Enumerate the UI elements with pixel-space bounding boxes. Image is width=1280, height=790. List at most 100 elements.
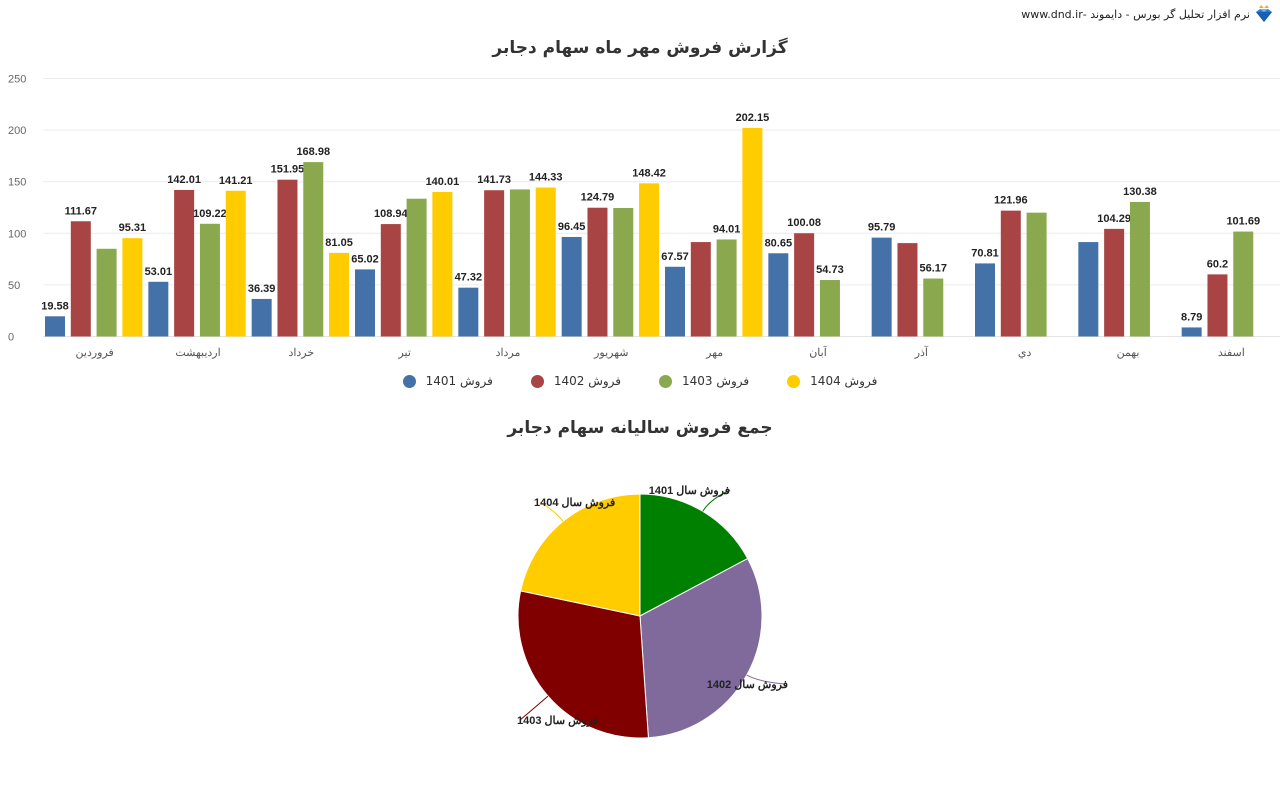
x-tick-label: فروردین <box>76 347 114 359</box>
bar-value-label: 104.29 <box>1097 213 1131 225</box>
bar[interactable] <box>303 162 324 337</box>
x-tick-label: اسفند <box>1218 347 1245 359</box>
bar[interactable] <box>665 266 685 337</box>
bar-value-label: 141.21 <box>219 175 253 187</box>
legend-item[interactable]: فروش 1404 <box>787 374 877 388</box>
bar-value-label: 108.94 <box>374 208 409 220</box>
bar[interactable] <box>329 252 350 337</box>
y-tick-label: 150 <box>8 177 26 189</box>
pie-chart-title: جمع فروش سالیانه سهام دجابر <box>507 418 773 438</box>
bar[interactable] <box>535 187 556 337</box>
bar[interactable] <box>639 183 660 337</box>
x-tick-label: شهریور <box>593 347 628 359</box>
bar[interactable] <box>380 224 401 337</box>
bar-value-label: 19.58 <box>41 300 69 312</box>
bar[interactable] <box>1181 327 1202 337</box>
bar-value-label: 144.33 <box>529 172 563 184</box>
bar-value-label: 81.05 <box>325 237 353 249</box>
pie-slice[interactable] <box>520 493 641 617</box>
bar-chart-legend: فروش 1401 فروش 1402 فروش 1403 فروش 1404 <box>0 374 1280 388</box>
bar[interactable] <box>148 281 169 337</box>
bar[interactable] <box>225 190 246 337</box>
bar[interactable] <box>458 287 479 337</box>
bar[interactable] <box>1026 212 1047 337</box>
bar[interactable] <box>897 243 918 337</box>
bar-value-label: 100.08 <box>787 217 821 229</box>
bar[interactable] <box>923 278 944 337</box>
bar-value-label: 148.42 <box>632 167 666 179</box>
bar-chart-title: گزارش فروش مهر ماه سهام دجابر <box>492 38 788 58</box>
pie-chart: فروش سال 1401 فروش سال 1402 فروش سال 1403 ف… <box>517 485 788 739</box>
bar[interactable] <box>251 298 272 337</box>
bar[interactable] <box>1129 201 1150 337</box>
bar[interactable] <box>794 233 815 337</box>
y-tick-label: 250 <box>8 74 26 86</box>
bar[interactable] <box>716 239 737 337</box>
y-tick-label: 100 <box>8 228 26 240</box>
bar[interactable] <box>432 192 453 337</box>
bar-value-label: 60.2 <box>1207 258 1228 270</box>
bar-value-label: 67.57 <box>661 251 689 263</box>
pie-slice-label: فروش سال 1403 <box>517 715 598 727</box>
bar[interactable] <box>1233 231 1254 337</box>
legend-item[interactable]: فروش 1401 <box>402 374 493 388</box>
bar-value-label: 65.02 <box>351 253 379 265</box>
bar-value-label: 101.69 <box>1226 216 1260 228</box>
pie-slice[interactable] <box>517 590 649 739</box>
bar[interactable] <box>1207 274 1228 337</box>
bar[interactable] <box>45 316 65 337</box>
bar[interactable] <box>871 237 892 337</box>
legend-item[interactable]: فروش 1402 <box>530 374 621 388</box>
bar-value-label: 47.32 <box>455 272 483 284</box>
bar[interactable] <box>1000 210 1021 337</box>
bar-value-label: 36.39 <box>248 283 276 295</box>
pie-slice[interactable] <box>639 493 749 617</box>
bar[interactable] <box>277 179 298 337</box>
pie-leader-line <box>539 501 564 522</box>
x-tick-label: مهر <box>705 347 723 359</box>
bar-value-label: 8.79 <box>1181 311 1202 323</box>
pie-slice[interactable] <box>639 557 763 739</box>
bar[interactable] <box>975 263 995 337</box>
bar-value-label: 111.67 <box>65 205 97 217</box>
bar-value-label: 70.81 <box>971 247 999 259</box>
bar[interactable] <box>561 236 582 337</box>
bar[interactable] <box>70 221 91 337</box>
legend-label: فروش 1401 <box>425 374 493 388</box>
bar-value-label: 140.01 <box>426 176 460 188</box>
bar[interactable] <box>742 127 763 337</box>
bar-value-label: 94.01 <box>713 223 741 235</box>
bar[interactable] <box>484 190 505 337</box>
bar[interactable] <box>509 189 530 337</box>
x-tick-label: آبان <box>809 346 827 359</box>
pie-leader-line <box>519 695 549 721</box>
bar[interactable] <box>406 198 427 337</box>
bar[interactable] <box>1104 228 1125 337</box>
bar-value-label: 142.01 <box>167 174 201 186</box>
legend-dot-icon <box>402 374 416 388</box>
bar[interactable] <box>355 269 375 337</box>
bar[interactable] <box>96 248 117 337</box>
bar[interactable] <box>174 189 195 337</box>
bar-value-label: 109.22 <box>193 208 227 220</box>
legend-label: فروش 1404 <box>810 374 878 388</box>
bar[interactable] <box>1078 242 1099 337</box>
pie-slice-label: فروش سال 1402 <box>707 679 788 691</box>
x-tick-label: آذر <box>914 346 929 359</box>
bar[interactable] <box>613 208 634 337</box>
bar-value-label: 95.31 <box>119 222 147 234</box>
bar[interactable] <box>122 238 143 337</box>
bar-value-label: 121.96 <box>994 195 1028 207</box>
bar[interactable] <box>690 242 711 337</box>
bar[interactable] <box>819 280 840 337</box>
bar[interactable] <box>587 207 608 337</box>
x-tick-label: دي <box>1018 347 1032 359</box>
x-tick-label: بهمن <box>1117 347 1140 359</box>
bar-value-label: 54.73 <box>816 264 844 276</box>
bar-chart: 0 50 100 150 200 250 19.58 111.67 95.31 فروردین 53… <box>8 74 1280 359</box>
x-tick-label: مرداد <box>496 347 521 359</box>
bar[interactable] <box>768 253 789 337</box>
legend-item[interactable]: فروش 1403 <box>659 374 749 388</box>
legend-label: فروش 1403 <box>682 374 750 388</box>
bar[interactable] <box>199 223 220 337</box>
